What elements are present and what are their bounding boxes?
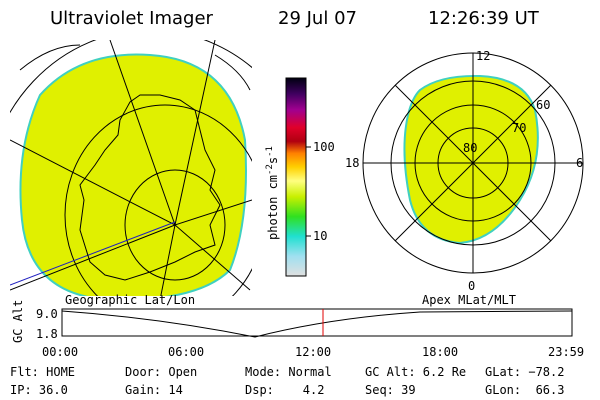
status-field: Dsp: 4.2	[245, 383, 324, 397]
polar-plot: 12 18 6 0 60 70 80	[345, 49, 584, 293]
alt-tick: 9.0	[36, 307, 58, 321]
time-label: 06:00	[168, 345, 204, 359]
mlt-label: 0	[468, 279, 475, 293]
colorbar-label: photon cm-2s-1	[265, 146, 280, 240]
time-label: 12:00	[295, 345, 331, 359]
status-field: Seq: 39	[365, 383, 416, 397]
colorbar-tick: 10	[313, 229, 327, 243]
status: Flt: HOME Door: Open Mode: Normal GC Alt: 6…	[10, 365, 564, 397]
status-field: Door: Open	[125, 365, 197, 379]
axis-label: GC Alt	[11, 300, 25, 343]
time-label: 23:59	[548, 345, 584, 359]
status-field: GLon: 66.3	[485, 383, 564, 397]
mlt-label: 18	[345, 156, 359, 170]
title: Ultraviolet Imager	[50, 8, 214, 29]
time: 12:26:39 UT	[428, 8, 540, 29]
time-label: 00:00	[42, 345, 78, 359]
time-label: 18:00	[422, 345, 458, 359]
alt-tick: 1.8	[36, 327, 58, 341]
lat-label: 70	[512, 121, 526, 135]
colorbar	[285, 77, 307, 277]
map-label: Apex MLat/MLT	[422, 293, 516, 307]
date: 29 Jul 07	[278, 8, 357, 29]
lat-label: 80	[463, 141, 477, 155]
status-field: IP: 36.0	[10, 383, 68, 397]
status-field: Mode: Normal	[245, 365, 332, 379]
status-field: Gain: 14	[125, 383, 183, 397]
mlt-label: 12	[476, 49, 490, 63]
mlt-label: 6	[576, 156, 583, 170]
geographic-map	[10, 40, 252, 296]
map-label: Geographic Lat/Lon	[65, 293, 195, 307]
status-field: Flt: HOME	[10, 365, 75, 379]
lat-label: 60	[536, 98, 550, 112]
status-field: GC Alt: 6.2 Re	[365, 365, 466, 379]
altitude-plot: GC Alt 9.0 1.8 00:00 06:00 12:00 18:00 2…	[11, 300, 584, 359]
status-field: GLat: −78.2	[485, 365, 564, 379]
colorbar-tick: 100	[313, 140, 335, 154]
